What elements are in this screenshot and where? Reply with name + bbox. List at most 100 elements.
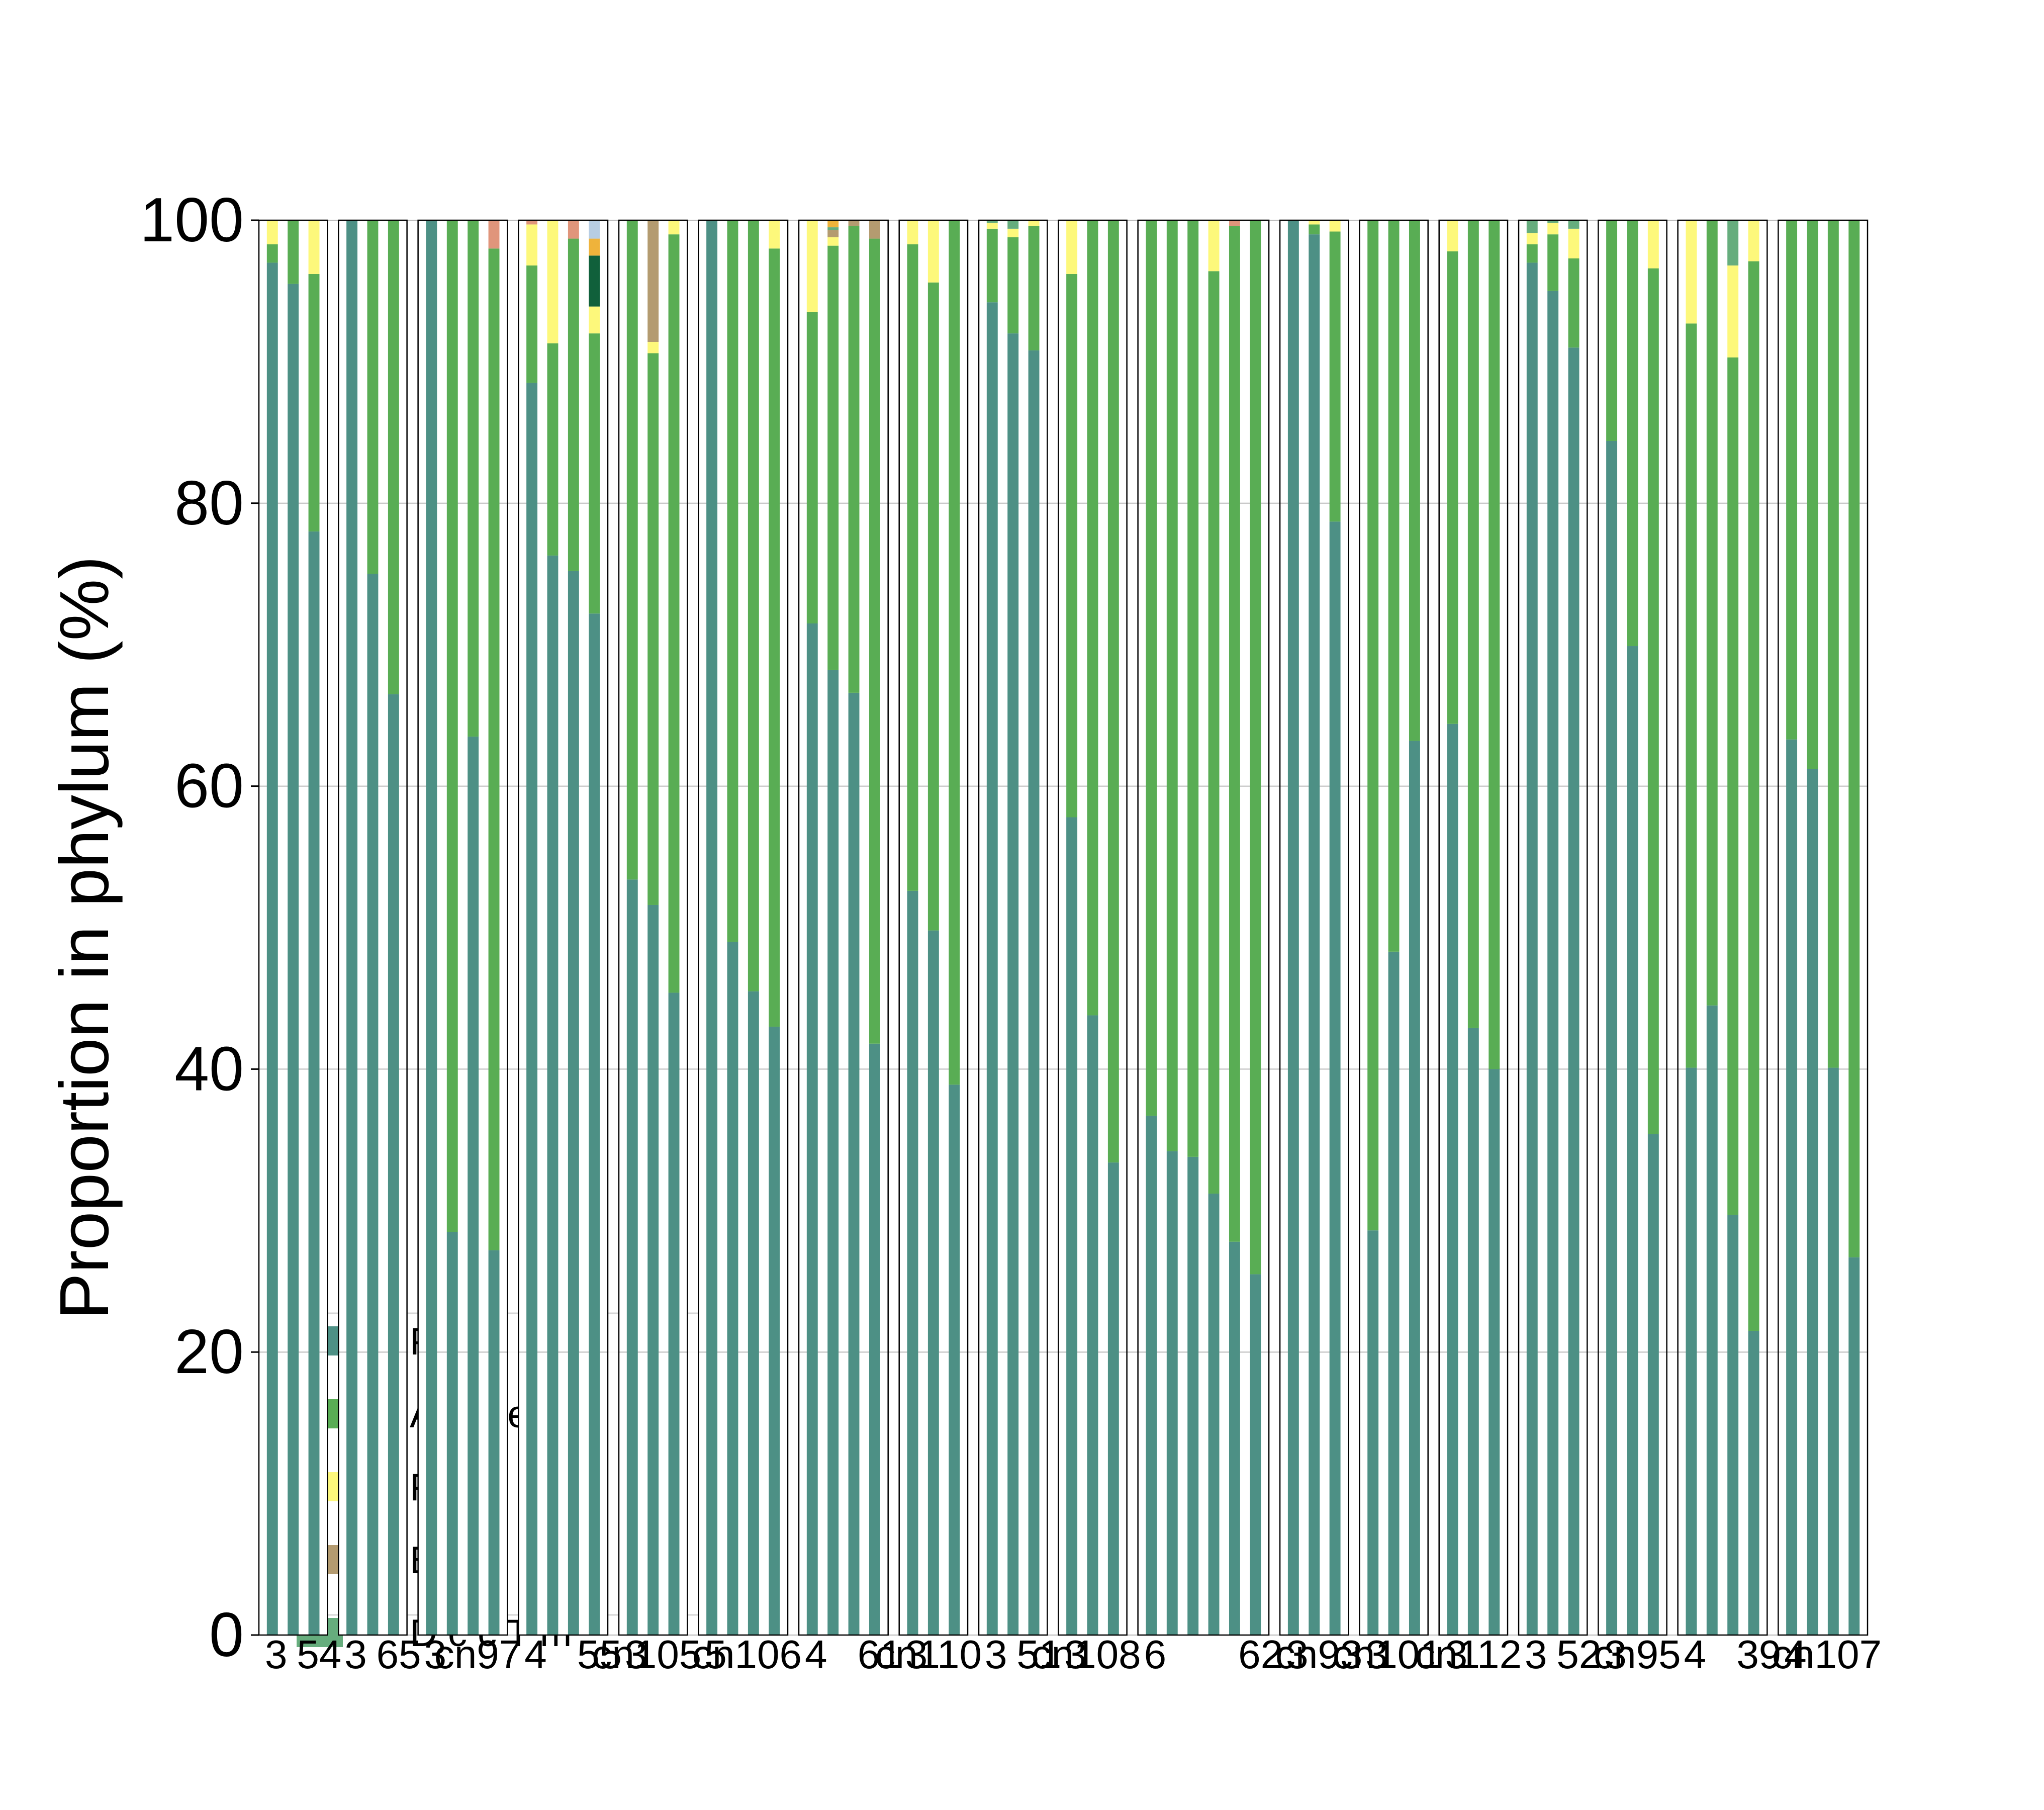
bar-segment-firmicutes: [1066, 220, 1078, 274]
x-tick-label: 3: [1365, 1632, 1388, 1677]
x-tick-label: 62: [1238, 1632, 1283, 1677]
bar-segment-firmicutes: [1309, 220, 1320, 225]
bar-segment-proteobacteria: [1229, 1241, 1240, 1635]
bar-segment-proteobacteria: [1309, 234, 1320, 1635]
bar-segment-proteobacteria: [547, 555, 559, 1635]
bar-segment-proteobacteria: [727, 942, 738, 1635]
bar-segment-proteobacteria: [1329, 521, 1341, 1636]
bar-segment-firmicutes: [1547, 223, 1559, 235]
bar-segment-actinobacteria: [1807, 220, 1818, 769]
bar-segment-proteobacteria: [769, 1026, 780, 1635]
bar-segment-actinobacteria: [806, 312, 818, 623]
bar-segment-actinobacteria: [1706, 220, 1718, 1006]
bar-segment-proteobacteria: [1187, 1156, 1199, 1635]
x-tick-label: cn106: [692, 1632, 802, 1677]
bar-segment-firmicutes: [1028, 220, 1040, 226]
bar-segment-actinobacteria: [1187, 220, 1199, 1157]
bar-segment-proteobacteria: [1706, 1005, 1718, 1635]
panel: 6 62: [1137, 219, 1283, 1677]
bar-segment-proteobacteria: [806, 623, 818, 1635]
panel: 3 52: [1518, 219, 1601, 1677]
bar-segment-actinobacteria: [1146, 220, 1157, 1116]
bar-segment-firmicutes: [927, 220, 939, 283]
bar-segment-other-light-blue: [589, 220, 600, 239]
bar-segment-firmicutes: [526, 224, 538, 266]
bar-segment-firmicutes: [1526, 233, 1538, 244]
y-tick-label: 100: [140, 186, 244, 255]
bar-segment-actinobacteria: [446, 220, 458, 1232]
bar-segment-proteobacteria: [1208, 1194, 1220, 1635]
x-tick-label: 4: [1784, 1632, 1807, 1677]
bar-segment-firmicutes: [1329, 220, 1341, 232]
bar-segment-proteobacteria: [589, 613, 600, 1635]
x-tick-label: 52: [1556, 1632, 1601, 1677]
y-tick-label: 20: [174, 1317, 244, 1387]
x-tick-label: cn105: [592, 1632, 701, 1677]
bar-segment-proteobacteria: [1388, 951, 1400, 1635]
bar-segment-actinobacteria: [727, 220, 738, 942]
panel-frame: [898, 219, 969, 1636]
bar-segment-actinobacteria: [1250, 220, 1261, 1275]
bar-segment-actinobacteria: [1786, 220, 1798, 740]
bar-segment-other-orange: [589, 238, 600, 256]
bar-segment-proteobacteria: [1107, 1162, 1119, 1635]
bar-segment-actinobacteria: [288, 220, 299, 284]
bar-segment-actinobacteria: [1547, 234, 1559, 291]
x-tick-label: 3: [1604, 1632, 1627, 1677]
bar-segment-actinobacteria: [1229, 226, 1240, 1242]
bar-segment-firmicutes: [647, 342, 659, 353]
bar-segment-firmicutes: [308, 220, 320, 274]
bar-segment-actinobacteria: [1087, 220, 1098, 1016]
bar-segment-proteobacteria: [986, 302, 998, 1636]
bar-segment-other-salmon: [526, 220, 538, 225]
bar-segment-actinobacteria: [848, 226, 860, 693]
bar-segment-proteobacteria: [266, 262, 278, 1636]
x-tick-label: 3: [265, 1632, 288, 1677]
bar-segment-proteobacteria: [647, 904, 659, 1635]
bar-segment-proteobacteria: [1606, 440, 1618, 1636]
x-tick-label: 3: [905, 1632, 928, 1677]
bar-segment-proteobacteria: [346, 220, 358, 1635]
bar-segment-proteobacteria: [1627, 646, 1638, 1635]
panel-frame: [1058, 219, 1128, 1636]
panel-frame: [417, 219, 508, 1636]
bar-segment-firmicutes: [986, 223, 998, 229]
bar-segment-actinobacteria: [308, 274, 320, 532]
panel-frame: [1518, 219, 1588, 1636]
bar-segment-proteobacteria: [1166, 1151, 1178, 1635]
bar-segment-proteobacteria: [1028, 350, 1040, 1636]
bar-segment-actinobacteria: [1367, 220, 1379, 1231]
panel: 3 65: [338, 219, 421, 1677]
bar-segment-actinobacteria: [589, 333, 600, 614]
x-tick-label: cn112: [1415, 1632, 1522, 1677]
bar-segment-actinobacteria: [266, 244, 278, 263]
bar-segment-firmicutes: [806, 220, 818, 312]
panel-frame: [798, 219, 889, 1636]
bar-segment-actinobacteria: [488, 248, 500, 1250]
x-tick-label: 54: [297, 1632, 341, 1677]
x-tick-label: 5: [704, 1632, 727, 1677]
bar-segment-actinobacteria: [869, 238, 880, 1044]
bar-segment-actinobacteria: [827, 245, 839, 670]
bar-segment-proteobacteria: [568, 571, 579, 1635]
bar-segment-proteobacteria: [488, 1250, 500, 1635]
bar-segment-actinobacteria: [547, 343, 559, 556]
bar-segment-actinobacteria: [468, 220, 479, 737]
panel-frame: [1598, 219, 1667, 1636]
y-axis-label: Proportion in phylum (%): [46, 556, 123, 1320]
bar-segment-proteobacteria: [1066, 817, 1078, 1635]
bar-segment-proteobacteria: [1647, 1134, 1659, 1635]
x-tick-label: 3: [625, 1632, 647, 1677]
bar-segment-actinobacteria: [769, 248, 780, 1027]
bar-segment-proteobacteria: [626, 879, 638, 1635]
x-tick-label: cn101: [1333, 1632, 1442, 1677]
x-tick-label: cn93: [1275, 1632, 1362, 1677]
panel-frame: [258, 219, 328, 1636]
panel-frame: [698, 219, 789, 1636]
bar-segment-firmicutes: [1727, 265, 1739, 357]
x-tick-label: 61: [858, 1632, 902, 1677]
bar-segment-proteobacteria: [426, 220, 437, 1635]
